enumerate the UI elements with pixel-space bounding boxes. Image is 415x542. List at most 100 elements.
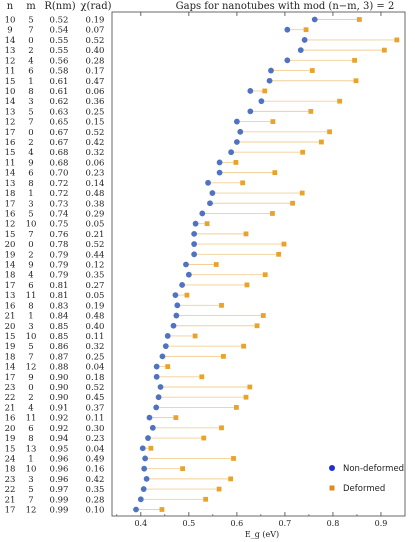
table-cell: 0.35 (86, 485, 105, 495)
deformed-point (244, 282, 250, 288)
table-cell: 0.38 (86, 199, 105, 209)
table-cell: 13 (5, 179, 16, 189)
table-cell: 0.94 (50, 434, 69, 444)
deformed-point (180, 466, 186, 472)
table-cell: 1 (28, 454, 33, 464)
col-header-n: n (7, 1, 14, 12)
table-cell: 0.52 (86, 383, 105, 393)
table-cell: 0.21 (86, 230, 105, 240)
table-cell: 7 (28, 495, 33, 505)
table-cell: 0.91 (50, 403, 69, 413)
table-cell: 0.78 (50, 240, 69, 250)
non-deformed-point (159, 353, 166, 360)
non-deformed-point (183, 261, 189, 268)
deformed-point (303, 27, 309, 33)
non-deformed-point (157, 384, 164, 390)
table-cell: 19 (5, 342, 16, 352)
table-cell: 14 (5, 363, 16, 373)
table-cell: 8 (28, 434, 33, 444)
deformed-point (270, 119, 276, 124)
table-cell: 9 (7, 26, 12, 36)
table-cell: 0.15 (86, 118, 105, 128)
plot-frame (111, 11, 406, 517)
table-cell: 20 (5, 322, 16, 332)
table-cell: 0.79 (50, 271, 69, 281)
deformed-point (240, 180, 246, 186)
table-cell: 3 (28, 199, 33, 209)
deformed-point (243, 394, 249, 400)
non-deformed-point (205, 179, 211, 186)
column-headers: n m R(nm) χ(rad) (7, 1, 112, 12)
non-deformed-point (153, 373, 160, 380)
table-cell: 0.54 (50, 26, 69, 36)
table-cell: 0.11 (86, 414, 105, 424)
table-cell: 0.25 (86, 352, 105, 362)
non-deformed-point (247, 108, 254, 115)
table-cell: 0 (28, 128, 33, 138)
table-cell: 16 (5, 414, 16, 424)
table-cell: 0.04 (86, 363, 105, 373)
non-deformed-point (191, 230, 198, 237)
table-cell: 0.52 (86, 36, 105, 46)
table-cell: 0.83 (50, 301, 69, 311)
table-cell: 10 (26, 332, 37, 342)
col-header-chiral-angle: χ(rad) (80, 1, 111, 12)
non-deformed-point (268, 67, 274, 74)
deformed-point (394, 37, 400, 43)
table-cell: 11 (26, 414, 37, 424)
table-cell: 0.79 (50, 250, 69, 260)
table-cell: 0.07 (86, 26, 105, 36)
table-cell: 0.36 (86, 97, 105, 107)
data-marks (133, 16, 400, 513)
deformed-point (309, 68, 315, 73)
table-cell: 0.42 (86, 138, 105, 148)
table-cell: 3 (28, 475, 33, 485)
table-cell: 5 (28, 107, 33, 117)
non-deformed-point (228, 149, 235, 156)
table-cell: 15 (5, 230, 16, 240)
table-cell: 0.28 (86, 495, 105, 505)
table-cell: 0.90 (50, 383, 69, 393)
non-deformed-point (153, 363, 160, 370)
table-cell: 2 (28, 393, 33, 403)
table-cell: 6 (28, 67, 33, 77)
non-deformed-point (258, 98, 265, 105)
table-cell: 0 (28, 240, 33, 250)
deformed-point (281, 241, 287, 247)
table-cell: 4 (28, 56, 33, 66)
connector-lines (136, 19, 397, 510)
table-cell: 0.92 (50, 424, 69, 434)
deformed-point (254, 323, 260, 329)
x-axis-label: E_g (eV) (245, 530, 279, 539)
table-cell: 0.32 (86, 342, 105, 352)
non-deformed-point (192, 220, 199, 227)
table-cell: 0.81 (50, 291, 69, 301)
non-deformed-point (284, 57, 291, 64)
table-cell: 0.63 (50, 107, 69, 117)
x-tick-label: 0.8 (327, 519, 340, 528)
table-cell: 0.99 (50, 506, 69, 516)
non-deformed-point (297, 47, 304, 54)
table-cell: 0.96 (50, 454, 69, 464)
table-cell: 0.05 (86, 291, 105, 301)
table-cell: 14 (5, 261, 16, 271)
legend-label-non-deformed: Non-deformed (343, 464, 404, 474)
table-cell: 21 (5, 312, 16, 322)
non-deformed-point (149, 424, 156, 431)
deformed-point (233, 160, 239, 165)
table-cell: 13 (5, 46, 16, 56)
non-deformed-point (143, 475, 150, 482)
non-deformed-point (146, 414, 153, 421)
table-cell: 11 (5, 67, 16, 77)
table-cell: 0.23 (86, 434, 105, 444)
table-cell: 0.23 (86, 169, 105, 179)
table-cell: 0.90 (50, 373, 69, 383)
table-cell: 7 (28, 230, 33, 240)
non-deformed-point (311, 16, 318, 23)
non-deformed-point (185, 271, 192, 278)
table-cell: 0.87 (50, 352, 69, 362)
table-cell: 0.81 (50, 281, 69, 291)
deformed-point (165, 364, 171, 369)
